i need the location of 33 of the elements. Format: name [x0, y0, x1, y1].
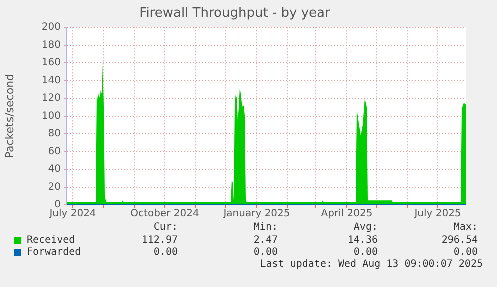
- text: Avg:: [354, 222, 378, 233]
- x-tick-label: July 2024: [48, 208, 96, 220]
- text: Max:: [454, 222, 478, 233]
- y-axis-title: Packets/second: [3, 74, 16, 159]
- text: 112.97: [142, 235, 178, 246]
- x-tick-label: October 2024: [130, 208, 200, 220]
- text: 0.00: [454, 247, 478, 258]
- x-tick-label: April 2025: [321, 208, 373, 220]
- legend-label: Forwarded: [26, 247, 82, 258]
- text: 2.47: [254, 235, 278, 246]
- y-tick-label: 60: [48, 146, 61, 158]
- y-tick-label: 160: [42, 58, 61, 69]
- y-tick-label: 120: [42, 93, 61, 104]
- text: 296.54: [442, 235, 478, 246]
- text: Cur:: [154, 222, 178, 233]
- y-tick-label: 0: [54, 200, 61, 211]
- y-tick-label: 80: [48, 128, 61, 140]
- y-tick-label: 140: [42, 75, 61, 86]
- y-tick-label: 180: [42, 40, 61, 51]
- y-tick-label: 100: [42, 110, 61, 122]
- y-tick-label: 200: [42, 22, 61, 34]
- y-tick-label: 20: [48, 182, 61, 193]
- text: Min:: [254, 222, 278, 233]
- chart-title: Firewall Throughput - by year: [140, 6, 332, 22]
- text: Last update: Wed Aug 13 09:00:07 2025: [260, 259, 483, 270]
- x-tick-label: July 2025: [414, 208, 462, 220]
- text: 0.00: [254, 247, 278, 258]
- text: 0.00: [154, 247, 178, 258]
- y-tick-label: 40: [48, 164, 61, 176]
- text: 14.36: [348, 235, 378, 246]
- legend-label: Received: [26, 235, 76, 246]
- x-tick-label: January 2025: [222, 208, 290, 220]
- text: 0.00: [354, 247, 378, 258]
